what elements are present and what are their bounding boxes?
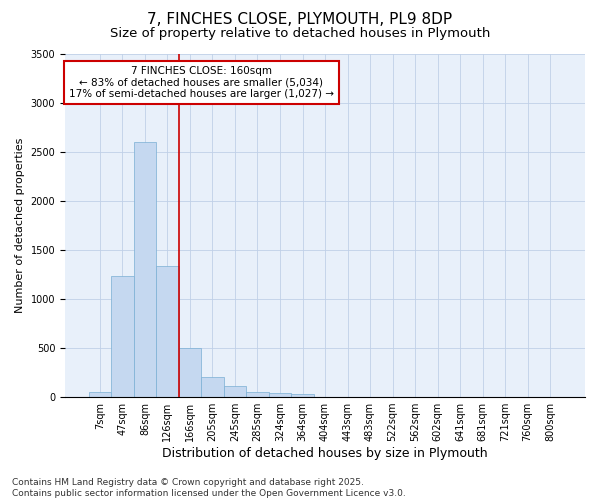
- Bar: [201, 378, 224, 397]
- Bar: [134, 142, 156, 397]
- Bar: [291, 394, 314, 397]
- Text: Size of property relative to detached houses in Plymouth: Size of property relative to detached ho…: [110, 28, 490, 40]
- Y-axis label: Number of detached properties: Number of detached properties: [15, 138, 25, 313]
- Bar: [89, 392, 111, 397]
- Text: 7 FINCHES CLOSE: 160sqm
← 83% of detached houses are smaller (5,034)
17% of semi: 7 FINCHES CLOSE: 160sqm ← 83% of detache…: [69, 66, 334, 99]
- Bar: [269, 393, 291, 397]
- Text: 7, FINCHES CLOSE, PLYMOUTH, PL9 8DP: 7, FINCHES CLOSE, PLYMOUTH, PL9 8DP: [148, 12, 452, 28]
- Bar: [156, 266, 179, 397]
- Bar: [246, 392, 269, 397]
- Bar: [111, 276, 134, 397]
- Bar: [224, 386, 246, 397]
- X-axis label: Distribution of detached houses by size in Plymouth: Distribution of detached houses by size …: [162, 447, 488, 460]
- Bar: [179, 348, 201, 397]
- Text: Contains HM Land Registry data © Crown copyright and database right 2025.
Contai: Contains HM Land Registry data © Crown c…: [12, 478, 406, 498]
